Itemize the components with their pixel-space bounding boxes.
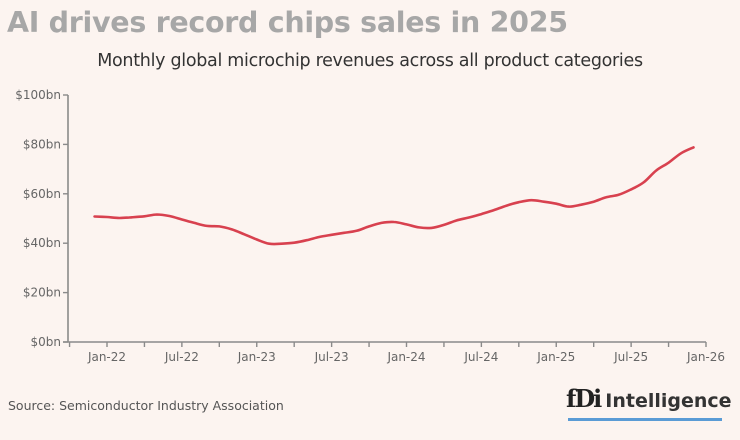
y-tick-label: $40bn bbox=[23, 236, 61, 250]
y-tick-label: $60bn bbox=[23, 187, 61, 201]
chart-title: AI drives record chips sales in 2025 bbox=[7, 6, 568, 39]
fdi-intelligence-logo: fDi Intelligence bbox=[566, 384, 732, 413]
y-tick-label: $80bn bbox=[23, 137, 61, 151]
x-tick-label: Jan-24 bbox=[386, 350, 425, 364]
source-note: Source: Semiconductor Industry Associati… bbox=[8, 398, 284, 413]
x-tick-label: Jan-26 bbox=[686, 350, 725, 364]
x-tick-label: Jul-25 bbox=[613, 350, 648, 364]
x-tick-label: Jul-23 bbox=[314, 350, 349, 364]
series-group bbox=[93, 146, 695, 246]
x-axis: Jan-22 Jul-22 Jan-23 Jul-23 Jan-24 Jul-24 Jan-… bbox=[63, 341, 725, 364]
y-axis: $0bn $20bn $40bn $60bn $80bn $100bn bbox=[15, 88, 69, 349]
x-tick-label: Jul-22 bbox=[164, 350, 199, 364]
y-tick-label: $100bn bbox=[15, 88, 61, 102]
logo-text: Intelligence bbox=[605, 390, 732, 412]
y-tick-label: $20bn bbox=[23, 286, 61, 300]
logo-underline bbox=[568, 418, 722, 421]
series-line bbox=[93, 146, 695, 246]
chart-subtitle: Monthly global microchip revenues across… bbox=[97, 51, 643, 71]
x-tick-label: Jul-24 bbox=[463, 350, 498, 364]
logo-mark: fDi bbox=[566, 384, 602, 413]
x-tick-label: Jan-25 bbox=[536, 350, 575, 364]
x-tick-label: Jan-23 bbox=[237, 350, 276, 364]
y-tick-label: $0bn bbox=[31, 335, 62, 349]
x-tick-label: Jan-22 bbox=[87, 350, 126, 364]
